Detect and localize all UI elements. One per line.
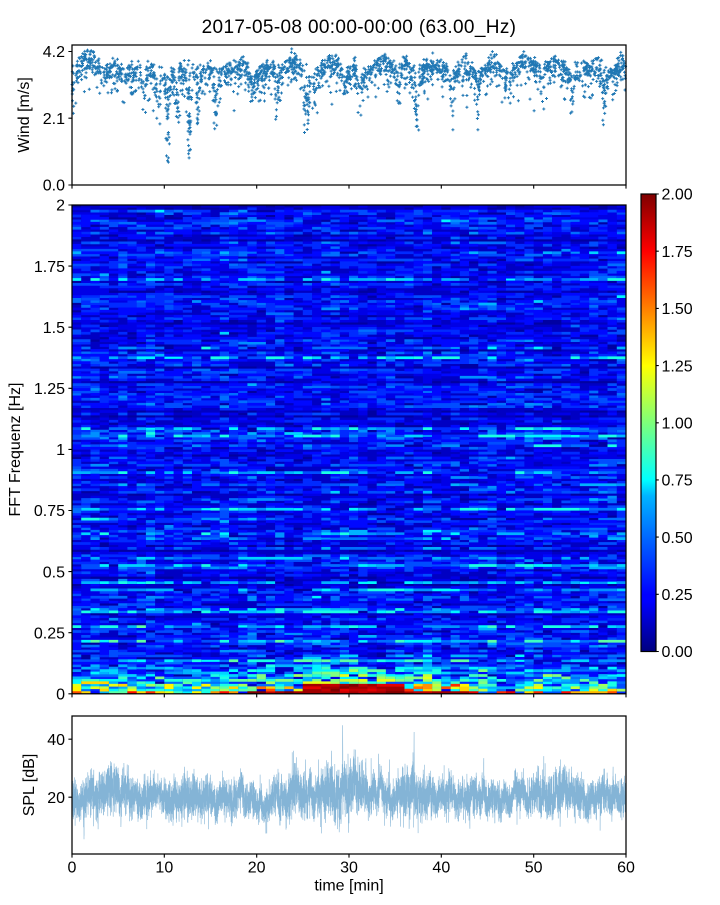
svg-text:60: 60 [617,860,635,877]
svg-text:0.75: 0.75 [34,503,65,520]
svg-text:1.50: 1.50 [662,301,693,318]
svg-text:0.5: 0.5 [43,564,65,581]
svg-text:0.0: 0.0 [43,178,65,195]
svg-text:time [min]: time [min] [314,878,383,895]
svg-text:0.75: 0.75 [662,473,693,490]
svg-text:SPL [dB]: SPL [dB] [21,754,38,817]
svg-text:40: 40 [432,860,450,877]
svg-text:10: 10 [155,860,173,877]
svg-text:2.00: 2.00 [662,187,693,204]
svg-text:1: 1 [56,442,65,459]
svg-text:Wind [m/s]: Wind [m/s] [16,77,33,153]
svg-text:20: 20 [47,790,65,807]
svg-text:30: 30 [340,860,358,877]
svg-text:0: 0 [56,687,65,704]
svg-text:20: 20 [248,860,266,877]
svg-text:40: 40 [47,732,65,749]
svg-text:1.75: 1.75 [662,244,693,261]
svg-text:0.50: 0.50 [662,530,693,547]
svg-text:4.2: 4.2 [43,44,65,61]
svg-text:0.25: 0.25 [34,625,65,642]
svg-text:2.1: 2.1 [43,111,65,128]
svg-text:1.5: 1.5 [43,320,65,337]
svg-text:1.75: 1.75 [34,259,65,276]
svg-text:0.00: 0.00 [662,644,693,661]
svg-text:2: 2 [56,198,65,215]
svg-text:1.25: 1.25 [34,381,65,398]
svg-text:0: 0 [68,860,77,877]
svg-text:50: 50 [525,860,543,877]
svg-text:1.00: 1.00 [662,415,693,432]
svg-text:0.25: 0.25 [662,587,693,604]
svg-text:2017-05-08 00:00-00:00 (63.00_: 2017-05-08 00:00-00:00 (63.00_Hz) [202,17,517,38]
svg-text:FFT Frequenz [Hz]: FFT Frequenz [Hz] [7,383,24,517]
svg-text:1.25: 1.25 [662,358,693,375]
